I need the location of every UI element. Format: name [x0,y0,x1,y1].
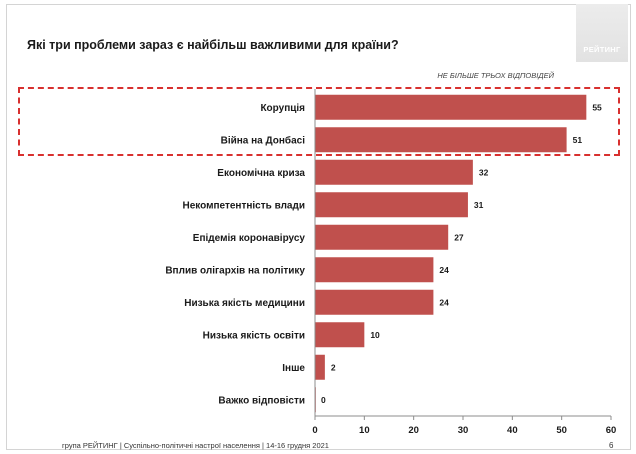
category-label: Епідемія коронавірусу [193,233,306,244]
category-label: Важко відповісти [218,395,305,406]
value-label: 51 [573,135,583,145]
chart-title: Які три проблеми зараз є найбільш важлив… [27,38,399,52]
category-label: Економічна криза [217,168,305,179]
page-number: 6 [609,441,614,450]
value-label: 31 [474,200,484,210]
bar [315,224,449,250]
x-tick-label: 60 [606,425,617,436]
x-tick-label: 30 [458,425,469,436]
category-label: Вплив олігархів на політику [165,265,305,276]
value-label: 0 [321,395,326,405]
highlight-box [18,87,620,156]
category-label: Війна на Донбасі [221,134,306,146]
logo-text: РЕЙТИНГ [583,45,621,54]
x-tick-label: 50 [556,425,567,436]
x-tick-label: 40 [507,425,518,436]
category-label: Корупція [260,103,305,114]
x-tick-label: 20 [408,425,419,436]
bar [315,289,434,315]
x-tick-label: 0 [312,425,317,436]
bar [315,322,365,348]
value-label: 2 [331,362,336,372]
x-tick-label: 10 [359,425,370,436]
value-label: 32 [479,167,489,177]
category-label: Низька якість освіти [203,330,305,341]
value-label: 27 [454,232,464,242]
bar [315,127,567,153]
answer-note: НЕ БІЛЬШЕ ТРЬОХ ВІДПОВІДЕЙ [437,71,554,80]
category-label: Низька якість медицини [184,298,305,309]
footer-text: група РЕЙТИНГ | Суспільно-політичні наст… [62,441,329,450]
value-label: 24 [439,265,449,275]
bar [315,354,325,380]
bar [315,94,587,120]
category-label: Некомпетентність влади [182,200,305,211]
category-label: Інше [282,363,305,374]
value-label: 55 [592,102,602,112]
bar [315,192,468,218]
value-label: 24 [439,297,449,307]
brand-logo: РЕЙТИНГ [576,4,628,62]
value-label: 10 [370,330,380,340]
bar [315,159,473,185]
bar [315,257,434,283]
